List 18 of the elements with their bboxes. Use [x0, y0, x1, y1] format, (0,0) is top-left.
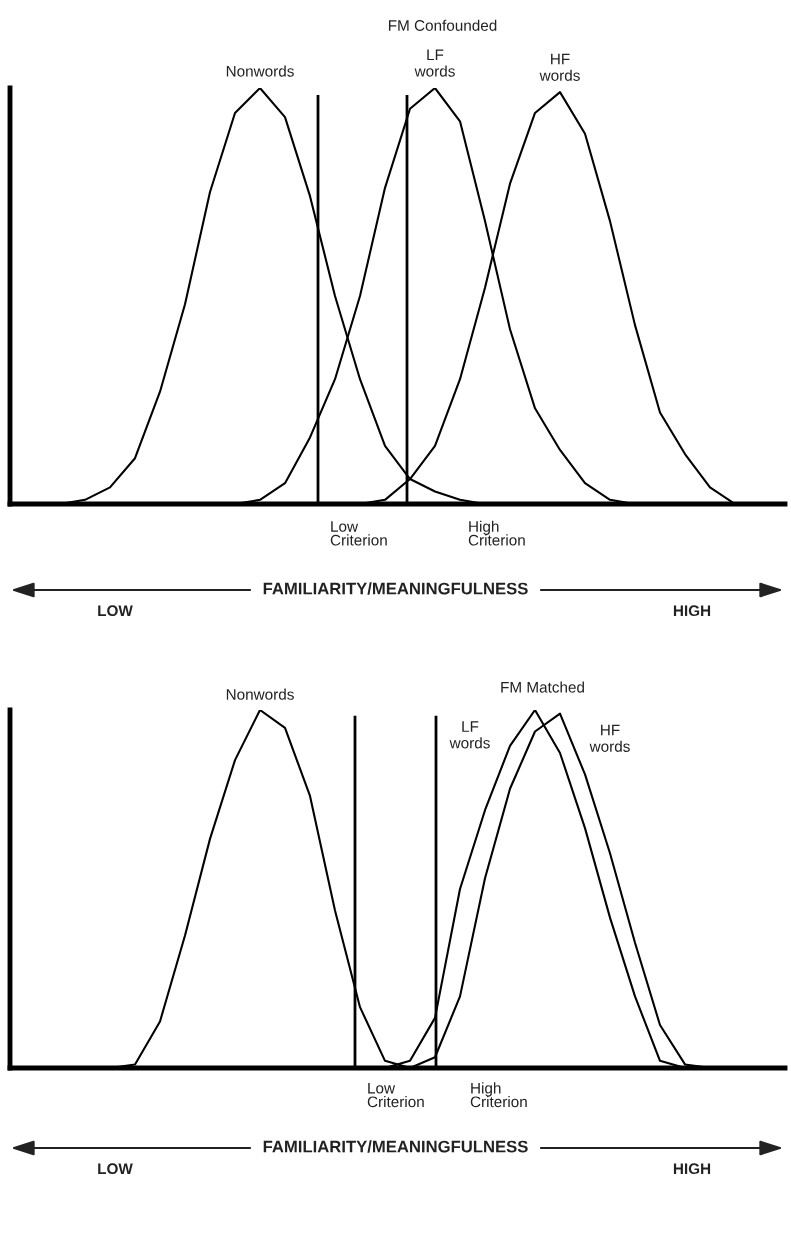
text: LOW: [98, 1163, 133, 1175]
series-label: LF words: [449, 721, 490, 749]
x-axis-title: FAMILIARITY/MEANINGFULNESS: [263, 582, 528, 595]
text: HIGH: [673, 1163, 711, 1175]
text: High Criterion: [470, 1082, 527, 1108]
text: Low Criterion: [330, 521, 387, 546]
chart-title: FM Confounded: [388, 19, 497, 31]
series-label: Nonwords: [226, 65, 294, 77]
text: LOW: [98, 605, 133, 617]
text: HIGH: [673, 605, 711, 617]
x-axis-title: FAMILIARITY/MEANINGFULNESS: [263, 1140, 528, 1153]
series-label: LF words: [414, 49, 455, 77]
series-label: HF words: [539, 53, 580, 81]
text: Low Criterion: [367, 1082, 424, 1108]
chart-title: FM Matched: [501, 681, 584, 693]
text: High Criterion: [468, 520, 525, 546]
series-label: HF words: [589, 724, 630, 752]
series-label: Nonwords: [226, 688, 294, 700]
